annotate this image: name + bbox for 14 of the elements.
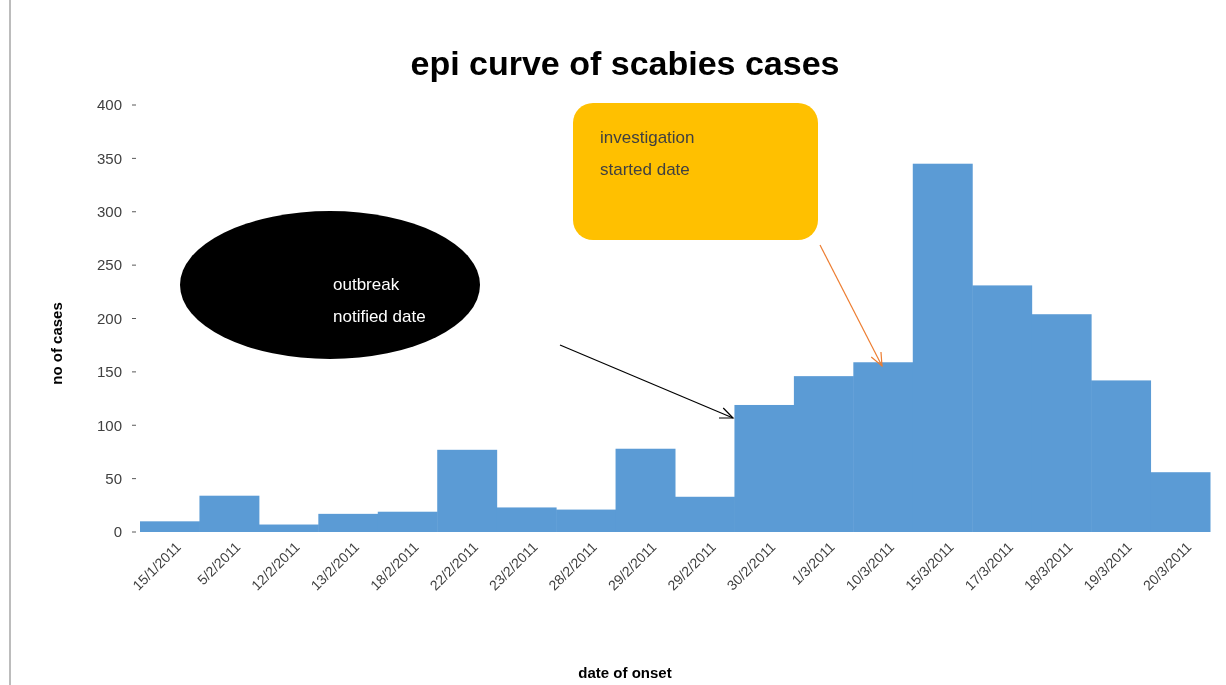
x-axis-title: date of onset: [578, 664, 672, 681]
y-tick-label: 200: [96, 309, 122, 327]
y-tick-label: 250: [96, 256, 122, 274]
chart-title: epi curve of scabies cases: [410, 44, 840, 82]
y-tick-label: 300: [96, 203, 122, 220]
annotation: investigation started date: [600, 128, 695, 179]
y-tick-label: 0: [113, 523, 122, 541]
y-tick-label: 100: [96, 416, 122, 434]
y-tick-label: 350: [96, 149, 122, 167]
y-tick-label: 50: [105, 469, 122, 487]
y-tick-label: 400: [96, 96, 122, 114]
y-tick-label: 150: [96, 363, 122, 381]
annotation: outbreak notified date: [333, 275, 426, 326]
y-axis-title: no of cases: [48, 302, 65, 385]
